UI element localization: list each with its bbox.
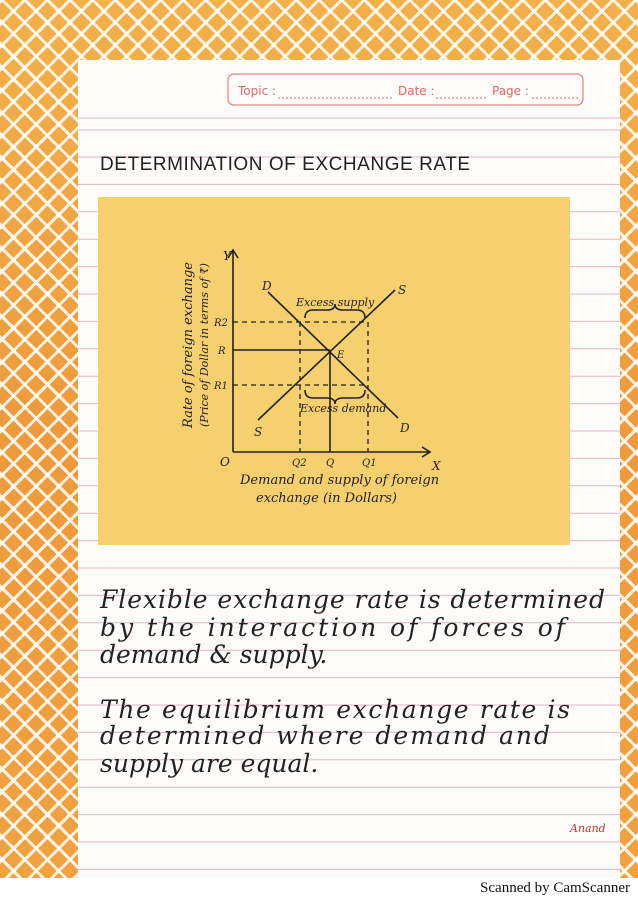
y-axis — [227, 248, 239, 452]
supply-curve — [257, 289, 396, 421]
x-axis-title: Demand and supply of foreign — [239, 473, 439, 488]
excess-supply-brace — [304, 303, 366, 319]
note-line: determined where demand and — [100, 721, 550, 750]
quantity-level: Q2 — [292, 458, 307, 469]
rate-level: R1 — [213, 381, 228, 392]
origin-label: O — [220, 455, 230, 469]
note-line: Flexible exchange rate is determined — [99, 585, 605, 614]
supply-label: S — [254, 425, 262, 439]
dashed-guides — [233, 321, 369, 452]
title: DETERMINATION OF EXCHANGE RATE — [100, 154, 470, 175]
excess-supply-label: Excess supply — [295, 296, 375, 309]
header-box — [227, 73, 584, 106]
excess-demand-label: Excess demand — [299, 402, 386, 415]
demand-label: D — [261, 279, 272, 293]
excess-demand-brace — [304, 389, 366, 405]
rate-level: R2 — [213, 318, 228, 329]
note-line: by the interaction of forces of — [100, 613, 569, 642]
page-drawing: Topic : Date : Page : DETERMINATION OF E… — [78, 73, 620, 870]
quantity-level: Q1 — [362, 458, 377, 469]
quantity-level: Q — [326, 458, 334, 469]
sticky-note — [98, 197, 570, 545]
rate-level: R — [217, 346, 226, 357]
date-label: Date : — [398, 84, 435, 98]
topic-label: Topic : — [237, 84, 276, 98]
x-axis-letter: X — [431, 459, 441, 473]
scanner-footer: Scanned by CamScanner — [480, 880, 630, 896]
notes: Flexible exchange rate is determined by … — [99, 585, 605, 778]
demand-label: D — [399, 421, 410, 435]
y-axis-title: Rate of foreign exchange — [181, 262, 196, 429]
diagram-lines — [227, 248, 432, 458]
signature: Anand — [569, 822, 606, 835]
note-line: supply are equal. — [100, 749, 318, 778]
note-line: demand & supply. — [100, 640, 327, 669]
diagram-labels: Y X O R2 R R1 Q2 Q Q1 D D S S E Excess s… — [181, 249, 441, 506]
supply-label: S — [398, 283, 406, 297]
x-axis — [233, 446, 432, 458]
demand-curve — [267, 291, 399, 419]
x-axis-title: exchange (in Dollars) — [256, 491, 397, 506]
note-line: The equilibrium exchange rate is — [100, 695, 570, 724]
y-axis-letter: Y — [223, 249, 232, 263]
equilibrium-label: E — [336, 350, 345, 361]
page-label: Page : — [492, 84, 529, 98]
y-axis-title: (Price of Dollar in terms of ₹) — [198, 263, 211, 427]
